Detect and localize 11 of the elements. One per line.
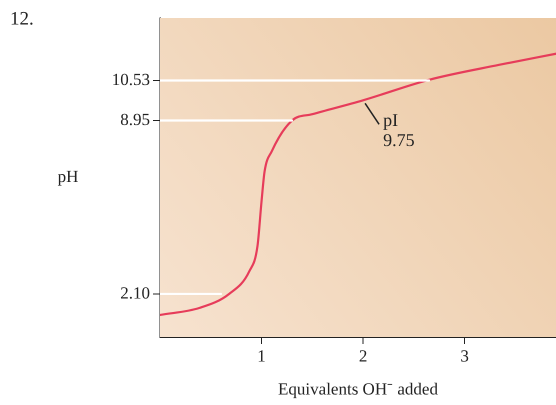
annotation: pI 9.75 [383, 110, 415, 150]
y-tick-label: 2.10 [120, 283, 150, 302]
x-tick-label: 2 [358, 346, 368, 366]
text: 12. [10, 8, 34, 30]
x-tick-label: 1 [257, 346, 266, 366]
line-series [160, 52, 556, 316]
y-tick-label: 8.95 [120, 110, 150, 130]
y-tick-label: 10.53 [112, 70, 150, 90]
y-axis-title: pH [58, 166, 78, 186]
x-axis-title: Equivalents OH⁻ added [278, 379, 438, 398]
x-tick-label: 3 [460, 346, 469, 366]
